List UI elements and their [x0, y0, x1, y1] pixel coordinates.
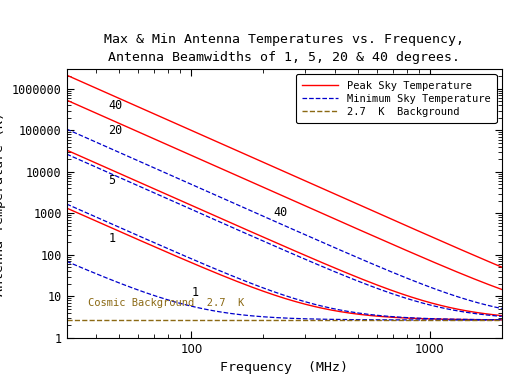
Text: 1: 1 — [191, 286, 199, 299]
Text: 20: 20 — [109, 124, 123, 137]
Minimum Sky Temperature — [65, 260, 71, 264]
Minimum Sky Temperature — [321, 317, 327, 321]
Peak Sky Temperature — [65, 73, 71, 78]
Peak Sky Temperature — [499, 265, 505, 270]
Peak Sky Temperature — [330, 191, 336, 195]
Title: Max & Min Antenna Temperatures vs. Frequency,
Antenna Beamwidths of 1, 5, 20 & 4: Max & Min Antenna Temperatures vs. Frequ… — [104, 33, 464, 64]
Line: Minimum Sky Temperature: Minimum Sky Temperature — [67, 262, 502, 320]
Minimum Sky Temperature — [458, 318, 464, 322]
Text: 40: 40 — [273, 206, 287, 219]
Peak Sky Temperature — [458, 247, 464, 252]
Line: Peak Sky Temperature: Peak Sky Temperature — [67, 75, 502, 267]
Peak Sky Temperature — [321, 187, 327, 192]
Peak Sky Temperature — [323, 188, 329, 192]
Minimum Sky Temperature — [499, 318, 505, 322]
Minimum Sky Temperature — [330, 317, 336, 322]
X-axis label: Frequency  (MHz): Frequency (MHz) — [220, 361, 348, 374]
Minimum Sky Temperature — [323, 317, 329, 321]
Text: 40: 40 — [109, 99, 123, 112]
Text: Cosmic Background  2.7  K: Cosmic Background 2.7 K — [88, 298, 245, 308]
Text: 1: 1 — [109, 232, 116, 245]
Legend: Peak Sky Temperature, Minimum Sky Temperature, 2.7  K  Background: Peak Sky Temperature, Minimum Sky Temper… — [295, 74, 497, 123]
Minimum Sky Temperature — [430, 318, 436, 322]
Peak Sky Temperature — [430, 235, 436, 240]
Text: 5: 5 — [109, 174, 116, 187]
Peak Sky Temperature — [63, 73, 70, 78]
Minimum Sky Temperature — [63, 259, 70, 264]
Y-axis label: Antenna Temperature (K): Antenna Temperature (K) — [0, 111, 6, 296]
